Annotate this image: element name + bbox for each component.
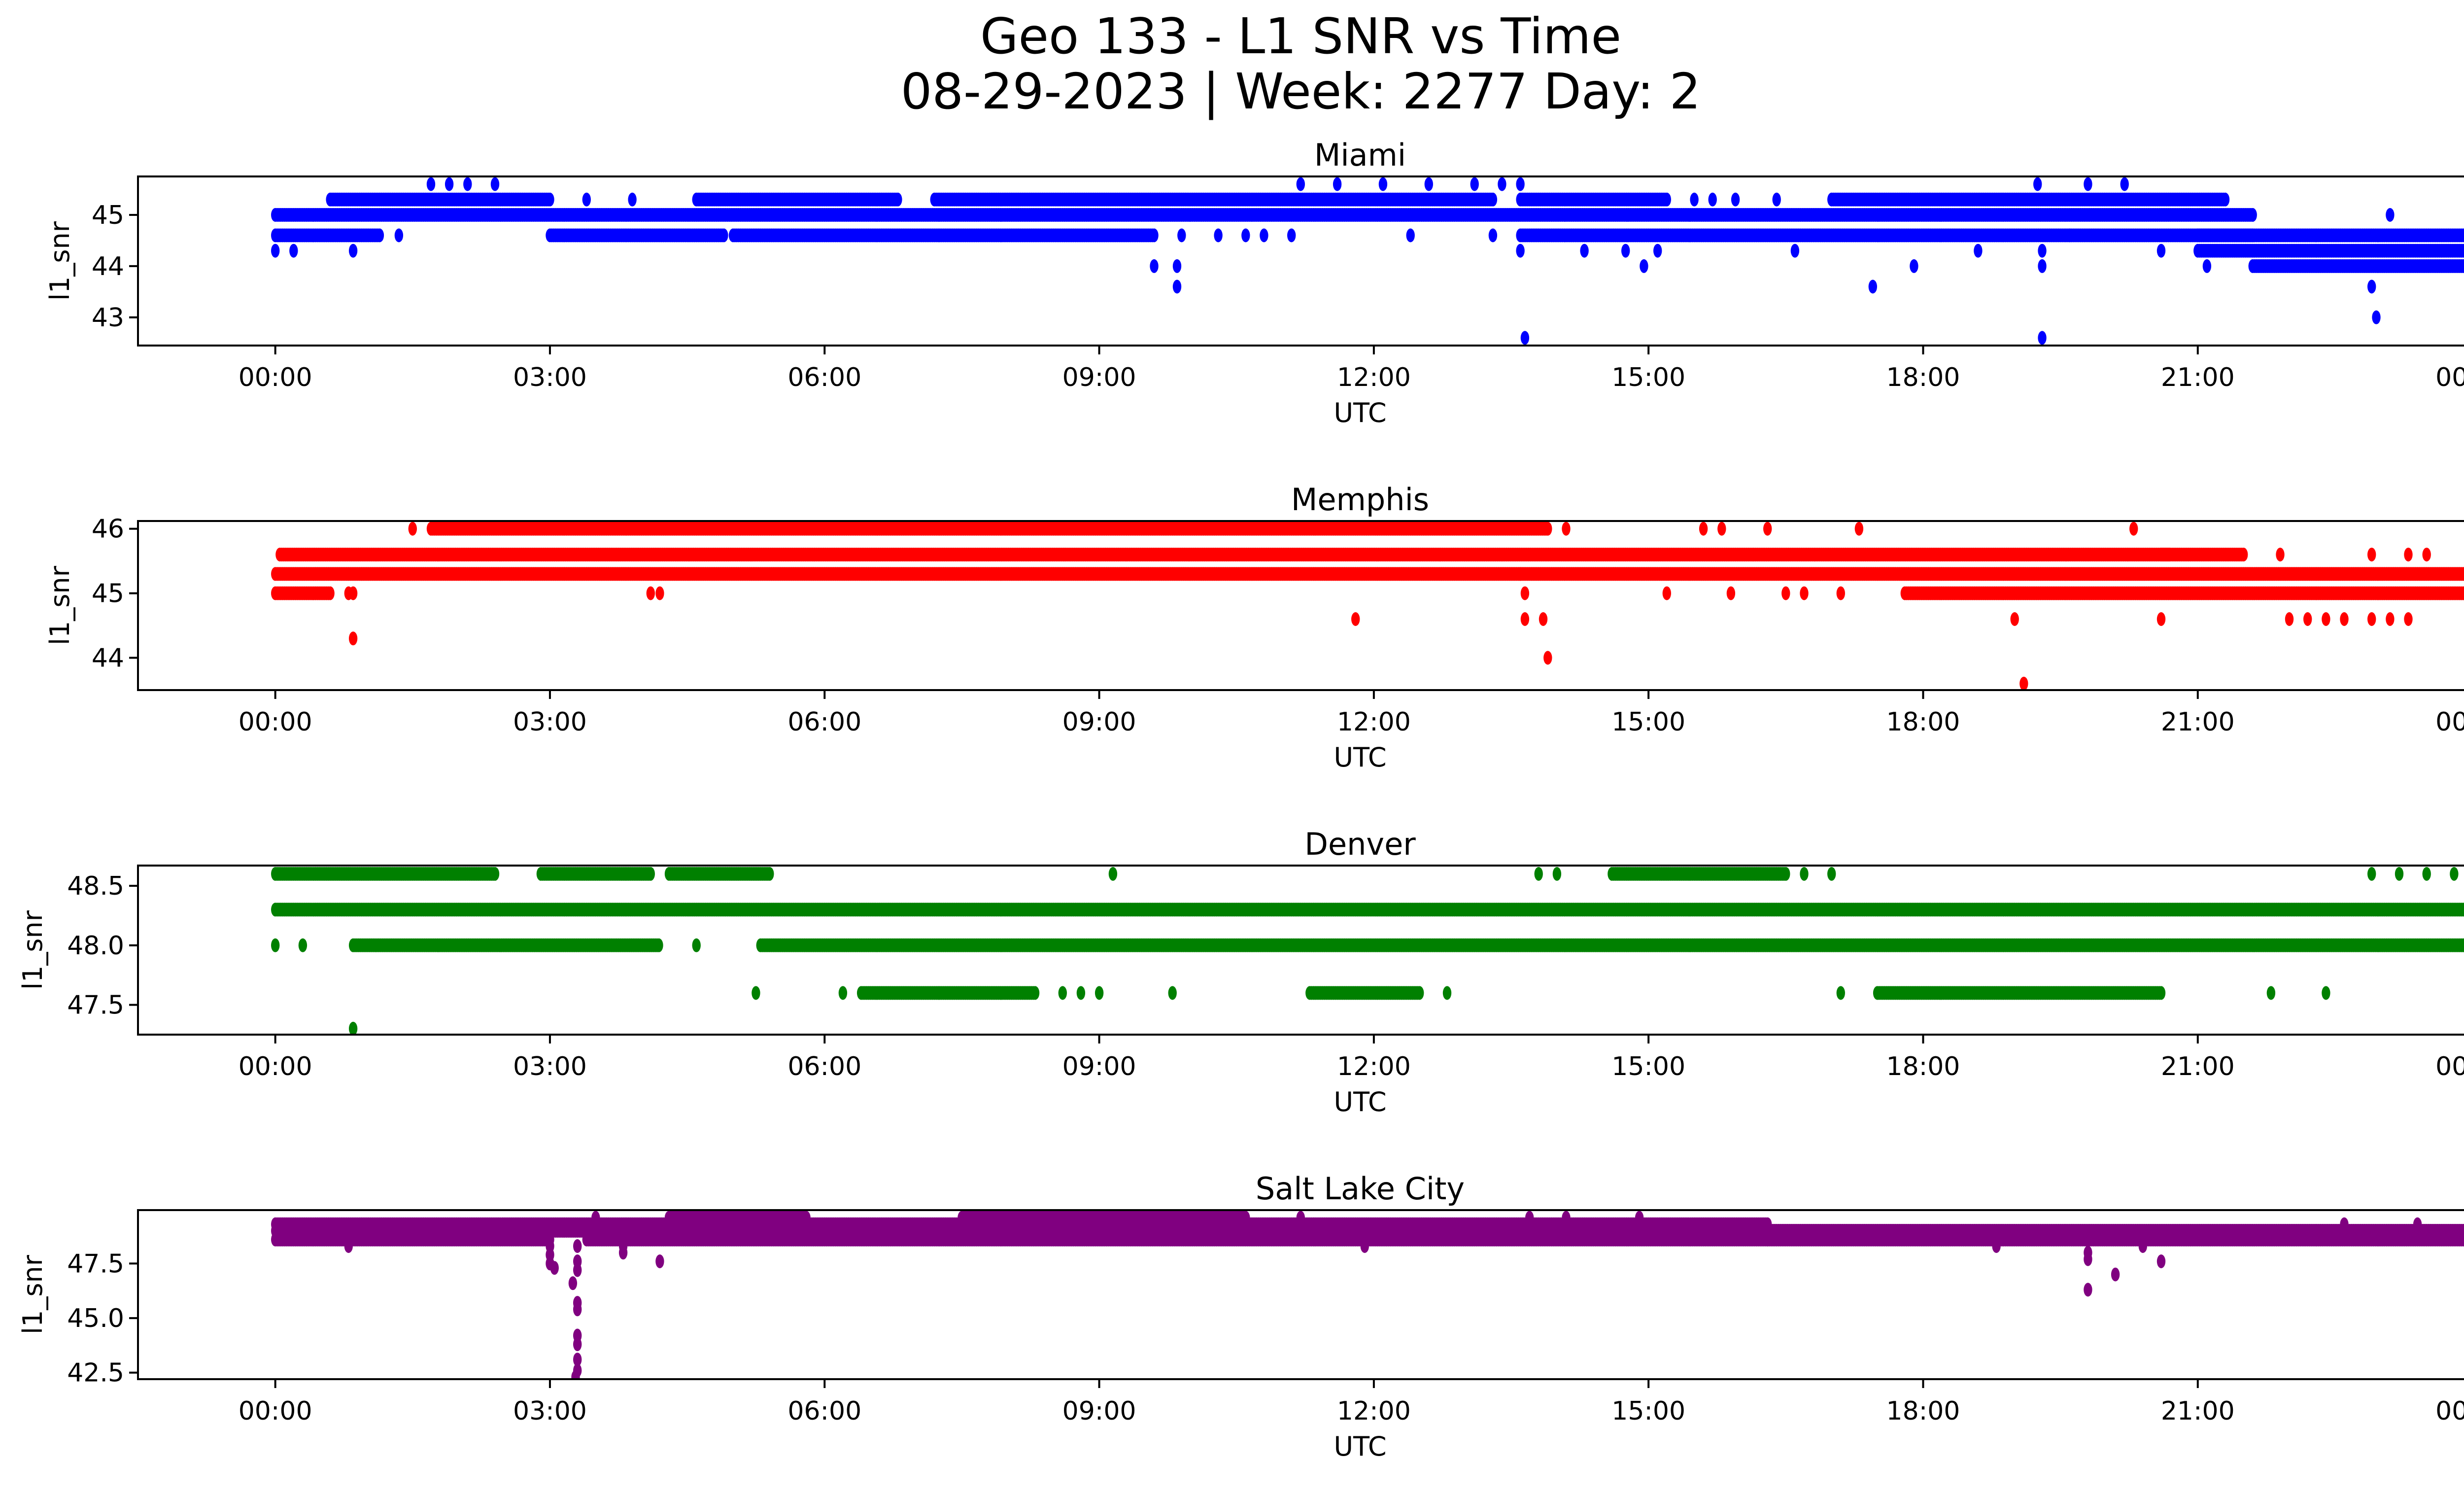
- data-point: [2463, 245, 2464, 256]
- x-tick-label: 00:00: [2435, 363, 2464, 392]
- data-point: [1520, 331, 1530, 345]
- x-tick-label: 21:00: [2161, 363, 2235, 392]
- data-point: [1150, 228, 1159, 243]
- data-point: [2038, 331, 2047, 345]
- data-point: [2084, 177, 2092, 191]
- figure-title-line-2: 08-29-2023 | Week: 2277 Day: 2: [900, 63, 1701, 120]
- x-tick-label: 09:00: [1062, 363, 1136, 392]
- x-tick-label: 00:00: [239, 363, 312, 392]
- panel-title: Miami: [1314, 137, 1406, 173]
- data-point: [1488, 192, 1498, 207]
- data-point: [1580, 243, 1589, 258]
- data-point: [1910, 259, 1918, 273]
- panel-miami: Miami 43 44 45 00:00 03:00 06:00 09:00 12:00 15:0…: [44, 137, 2464, 428]
- y-axis-label: l1_snr: [44, 221, 75, 301]
- data-point: [1498, 177, 1506, 191]
- y-tick-label: 44: [92, 252, 124, 281]
- data-point: [1488, 228, 1498, 243]
- x-tick-label: 15:00: [1611, 363, 1685, 392]
- data-point: [2372, 310, 2381, 324]
- data-point: [326, 586, 335, 600]
- data-point: [546, 192, 554, 207]
- data-point: [1150, 259, 1159, 273]
- data-point: [1296, 177, 1305, 191]
- data-point: [1731, 192, 1740, 207]
- y-tick-label: 43: [92, 303, 124, 333]
- data-point: [2038, 243, 2047, 258]
- data-point: [445, 177, 454, 191]
- data-point: [1260, 228, 1268, 243]
- data-point: [2463, 230, 2464, 241]
- data-point: [1662, 192, 1671, 207]
- data-point: [1470, 177, 1479, 191]
- data-point: [2202, 259, 2212, 273]
- x-tick-label: 06:00: [787, 363, 861, 392]
- data-point: [1640, 259, 1648, 273]
- data-point: [394, 228, 404, 243]
- data-point: [1868, 279, 1877, 294]
- data-point: [2367, 279, 2376, 294]
- data-point: [719, 228, 728, 243]
- data-point: [426, 177, 436, 191]
- data-point: [1241, 228, 1250, 243]
- data-point: [1621, 243, 1630, 258]
- x-tick-label: 12:00: [1337, 363, 1411, 392]
- series-memphis: [271, 522, 2464, 690]
- data-point: [348, 243, 358, 258]
- data-point: [1516, 177, 1525, 191]
- data-point: [1177, 228, 1186, 243]
- data-point: [2463, 261, 2464, 272]
- data-point: [2386, 208, 2395, 222]
- data-point: [1690, 192, 1699, 207]
- x-axis-label: UTC: [1334, 397, 1386, 428]
- data-point: [289, 243, 298, 258]
- data-point: [1772, 192, 1781, 207]
- data-point: [2156, 243, 2166, 258]
- data-point: [1974, 243, 1983, 258]
- data-point: [1516, 243, 1525, 258]
- data-point: [1378, 177, 1388, 191]
- panel-title: Memphis: [1291, 482, 1429, 518]
- data-point: [1172, 259, 1182, 273]
- data-point: [2248, 208, 2257, 222]
- data-point: [1653, 243, 1662, 258]
- data-point: [2221, 192, 2230, 207]
- data-point: [1287, 228, 1296, 243]
- data-point: [1708, 192, 1717, 207]
- series-miami: [271, 177, 2464, 345]
- data-point: [271, 243, 280, 258]
- data-point: [1790, 243, 1800, 258]
- data-point: [375, 228, 384, 243]
- figure-title: Geo 133 - L1 SNR vs Time 08-29-2023 | We…: [0, 9, 2464, 119]
- data-point: [1333, 177, 1342, 191]
- figure-title-line-1: Geo 133 - L1 SNR vs Time: [980, 7, 1621, 65]
- x-tick-label: 18:00: [1886, 363, 1960, 392]
- data-point: [582, 192, 591, 207]
- data-point: [463, 177, 472, 191]
- data-point: [1406, 228, 1415, 243]
- data-point: [1424, 177, 1433, 191]
- data-point: [1214, 228, 1223, 243]
- axes-frame: [137, 175, 2464, 347]
- data-point: [490, 177, 500, 191]
- data-point: [2120, 177, 2129, 191]
- data-point: [628, 192, 637, 207]
- x-tick-label: 03:00: [513, 363, 587, 392]
- data-point: [1172, 279, 1182, 294]
- data-point: [2038, 259, 2047, 273]
- y-tick-label: 45: [92, 201, 124, 230]
- data-point: [2065, 228, 2074, 243]
- data-point: [2033, 177, 2042, 191]
- data-point: [893, 192, 902, 207]
